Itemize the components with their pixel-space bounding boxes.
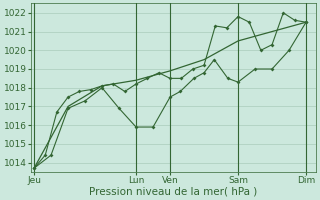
X-axis label: Pression niveau de la mer( hPa ): Pression niveau de la mer( hPa ) [89,187,258,197]
